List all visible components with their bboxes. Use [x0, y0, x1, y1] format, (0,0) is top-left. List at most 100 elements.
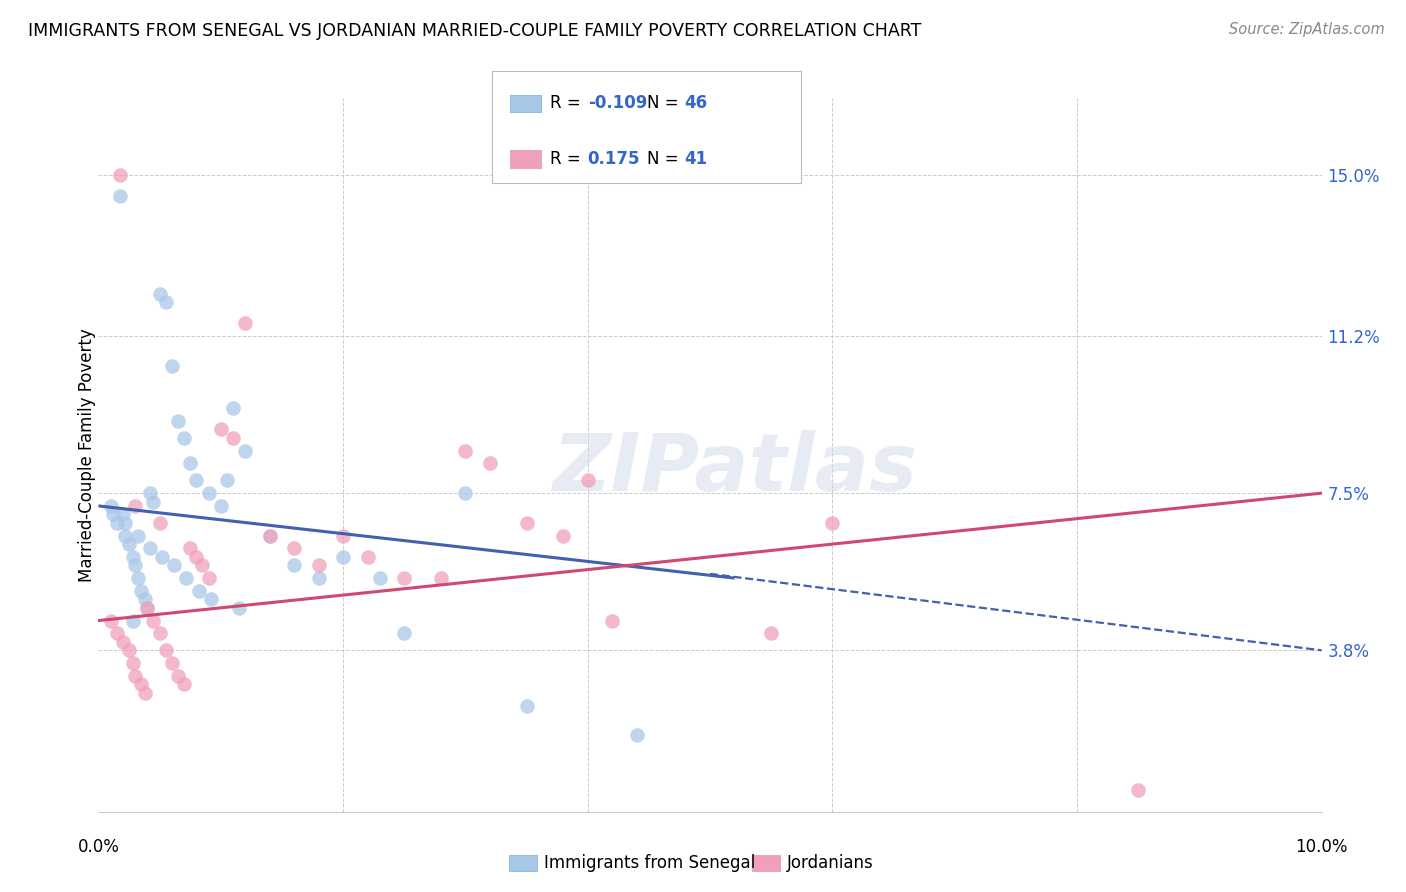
- Text: ZIPatlas: ZIPatlas: [553, 430, 917, 508]
- Point: [200, 592, 222, 607]
- Point: [1128, 783, 1150, 797]
- Point: [215, 474, 238, 488]
- Point: [626, 728, 648, 742]
- Point: [149, 286, 172, 301]
- Point: [163, 558, 186, 573]
- Point: [259, 528, 281, 542]
- Point: [283, 541, 305, 556]
- Point: [186, 549, 208, 564]
- Point: [160, 656, 183, 670]
- Point: [121, 614, 143, 628]
- Point: [129, 677, 152, 691]
- Point: [155, 643, 177, 657]
- Text: R =: R =: [550, 150, 586, 168]
- Point: [392, 571, 416, 585]
- Point: [173, 677, 195, 691]
- Text: N =: N =: [647, 95, 683, 112]
- Point: [173, 431, 195, 445]
- Point: [222, 431, 245, 445]
- Point: [392, 626, 416, 640]
- Y-axis label: Married-Couple Family Poverty: Married-Couple Family Poverty: [79, 328, 96, 582]
- Point: [114, 516, 136, 530]
- Point: [142, 614, 165, 628]
- Point: [516, 516, 538, 530]
- Point: [209, 422, 232, 436]
- Text: Source: ZipAtlas.com: Source: ZipAtlas.com: [1229, 22, 1385, 37]
- Point: [105, 516, 128, 530]
- Point: [576, 474, 599, 488]
- Point: [821, 516, 844, 530]
- Point: [101, 508, 124, 522]
- Point: [110, 168, 132, 182]
- Point: [167, 414, 190, 428]
- Point: [454, 486, 477, 500]
- Point: [176, 571, 198, 585]
- Point: [118, 537, 141, 551]
- Point: [121, 549, 143, 564]
- Text: Immigrants from Senegal: Immigrants from Senegal: [544, 854, 755, 871]
- Point: [124, 669, 146, 683]
- Point: [127, 571, 149, 585]
- Point: [430, 571, 453, 585]
- Point: [283, 558, 305, 573]
- Point: [111, 635, 134, 649]
- Point: [332, 549, 354, 564]
- Point: [114, 528, 136, 542]
- Point: [478, 457, 501, 471]
- Text: R =: R =: [550, 95, 586, 112]
- Point: [134, 686, 156, 700]
- Point: [222, 401, 245, 416]
- Point: [308, 571, 330, 585]
- Text: IMMIGRANTS FROM SENEGAL VS JORDANIAN MARRIED-COUPLE FAMILY POVERTY CORRELATION C: IMMIGRANTS FROM SENEGAL VS JORDANIAN MAR…: [28, 22, 921, 40]
- Point: [155, 295, 177, 310]
- Point: [761, 626, 783, 640]
- Text: -0.109: -0.109: [588, 95, 647, 112]
- Point: [332, 528, 354, 542]
- Text: 0.175: 0.175: [588, 150, 640, 168]
- Point: [160, 359, 183, 373]
- Point: [124, 499, 146, 513]
- Point: [136, 600, 159, 615]
- Point: [600, 614, 623, 628]
- Text: 41: 41: [685, 150, 707, 168]
- Point: [100, 614, 122, 628]
- Point: [454, 443, 477, 458]
- Point: [228, 600, 250, 615]
- Point: [233, 443, 256, 458]
- Point: [368, 571, 391, 585]
- Point: [356, 549, 378, 564]
- Point: [553, 528, 575, 542]
- Point: [105, 626, 128, 640]
- Point: [179, 457, 201, 471]
- Point: [186, 474, 208, 488]
- Point: [111, 508, 134, 522]
- Point: [129, 583, 152, 598]
- Text: N =: N =: [647, 150, 683, 168]
- Point: [233, 316, 256, 330]
- Point: [167, 669, 190, 683]
- Point: [100, 499, 122, 513]
- Point: [134, 592, 156, 607]
- Point: [127, 528, 149, 542]
- Point: [197, 486, 219, 500]
- Point: [121, 656, 143, 670]
- Text: 46: 46: [685, 95, 707, 112]
- Point: [118, 643, 141, 657]
- Point: [308, 558, 330, 573]
- Point: [149, 626, 172, 640]
- Point: [124, 558, 146, 573]
- Text: 0.0%: 0.0%: [77, 838, 120, 856]
- Point: [136, 600, 159, 615]
- Point: [209, 499, 232, 513]
- Text: Jordanians: Jordanians: [787, 854, 875, 871]
- Point: [516, 698, 538, 713]
- Text: 10.0%: 10.0%: [1295, 838, 1348, 856]
- Point: [149, 516, 172, 530]
- Point: [259, 528, 281, 542]
- Point: [139, 486, 162, 500]
- Point: [142, 494, 165, 508]
- Point: [139, 541, 162, 556]
- Point: [150, 549, 173, 564]
- Point: [187, 583, 209, 598]
- Point: [110, 189, 132, 203]
